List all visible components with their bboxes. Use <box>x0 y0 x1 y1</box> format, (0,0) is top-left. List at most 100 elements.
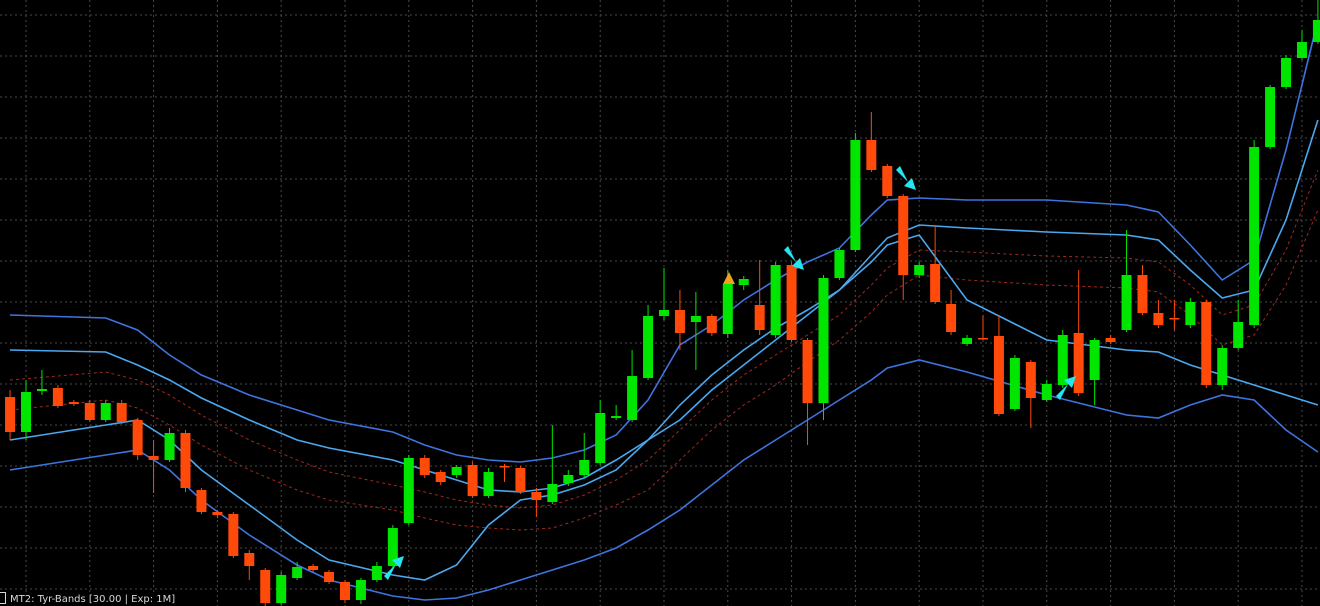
candle-body <box>547 484 558 502</box>
candle-body <box>786 265 797 340</box>
candle-body <box>1073 333 1084 393</box>
candle-body <box>371 566 382 580</box>
candle-body <box>84 403 95 420</box>
signal-arrow-down <box>784 246 804 270</box>
candle-body <box>1296 42 1307 58</box>
candles <box>5 0 1320 606</box>
candle-body <box>643 316 654 378</box>
candle-body <box>914 265 925 275</box>
candle-body <box>515 468 526 492</box>
candle-body <box>595 413 606 463</box>
candle-body <box>706 316 717 333</box>
candle-body <box>1041 384 1052 400</box>
candle-body <box>116 403 127 422</box>
candle-body <box>850 140 861 250</box>
candle-body <box>834 250 845 278</box>
candle-body <box>451 467 462 475</box>
candle-body <box>435 472 446 482</box>
candle-body <box>5 397 16 432</box>
candle-body <box>1281 58 1292 87</box>
candle-body <box>754 305 765 330</box>
candle-body <box>627 376 638 420</box>
candle-body <box>1105 338 1116 342</box>
candle-body <box>52 388 63 406</box>
candle-body <box>419 458 430 475</box>
candle-body <box>898 196 909 275</box>
candle-body <box>1217 348 1228 385</box>
signal-arrow-up <box>1056 376 1076 400</box>
candle-body <box>658 310 669 316</box>
candle-body <box>930 264 941 302</box>
candle-body <box>962 338 973 344</box>
candle-body <box>483 472 494 496</box>
indicator-text: MT2: Tyr-Bands [30.00 | Exp: 1M] <box>10 594 176 605</box>
candle-body <box>308 566 319 570</box>
candle-body <box>1137 275 1148 313</box>
candle-body <box>403 458 414 523</box>
checkbox-icon <box>0 592 6 604</box>
candle-body <box>100 403 111 420</box>
candle-body <box>690 316 701 322</box>
candle-body <box>292 567 303 578</box>
candle-body <box>1249 147 1260 325</box>
candle-body <box>1169 318 1180 320</box>
candle-body <box>20 392 31 432</box>
candle-body <box>579 460 590 475</box>
candle-body <box>818 278 829 403</box>
indicator-label: MT2: Tyr-Bands [30.00 | Exp: 1M] <box>0 592 180 606</box>
candle-body <box>1233 322 1244 348</box>
candle-body <box>324 572 335 582</box>
candle-body <box>148 456 159 460</box>
candle-body <box>1121 275 1132 330</box>
candle-body <box>228 514 239 556</box>
candle-body <box>770 265 781 335</box>
candle-body <box>1153 313 1164 325</box>
candle-body <box>738 279 749 285</box>
candle-body <box>276 575 287 603</box>
candle-body <box>1089 340 1100 380</box>
candle-body <box>244 553 255 566</box>
candle-body <box>196 490 207 512</box>
candle-body <box>802 340 813 403</box>
candle-body <box>260 570 271 603</box>
candle-body <box>355 580 366 600</box>
candle-body <box>180 433 191 488</box>
candle-body <box>339 582 350 600</box>
candle-body <box>132 420 143 455</box>
candle-body <box>993 336 1004 414</box>
candle-body <box>1201 302 1212 385</box>
candle-body <box>977 338 988 340</box>
candle-body <box>164 433 175 460</box>
band-line <box>9 359 1319 601</box>
candle-body <box>563 475 574 483</box>
candle-body <box>531 492 542 500</box>
candle-body <box>722 284 733 334</box>
signals <box>384 166 1076 580</box>
band-line <box>9 119 1319 493</box>
candle-body <box>1185 302 1196 325</box>
candle-body <box>36 389 47 391</box>
candle-body <box>882 166 893 196</box>
candle-body <box>1312 20 1320 42</box>
candle-body <box>674 310 685 333</box>
band-line <box>9 209 1319 531</box>
candle-body <box>387 528 398 566</box>
signal-arrow-up <box>384 556 404 580</box>
candle-body <box>68 402 79 404</box>
candle-body <box>1265 87 1276 147</box>
candle-body <box>611 416 622 418</box>
candle-body <box>467 465 478 496</box>
candle-body <box>1025 362 1036 398</box>
candle-body <box>946 304 957 332</box>
candle-body <box>212 512 223 515</box>
candle-body <box>1057 335 1068 385</box>
signal-arrow-down <box>896 166 916 190</box>
candle-body <box>866 140 877 170</box>
band-line <box>9 169 1319 509</box>
candle-body <box>499 466 510 468</box>
candle-body <box>1009 358 1020 409</box>
band-line <box>9 234 1319 581</box>
signal-triangle <box>723 272 735 284</box>
